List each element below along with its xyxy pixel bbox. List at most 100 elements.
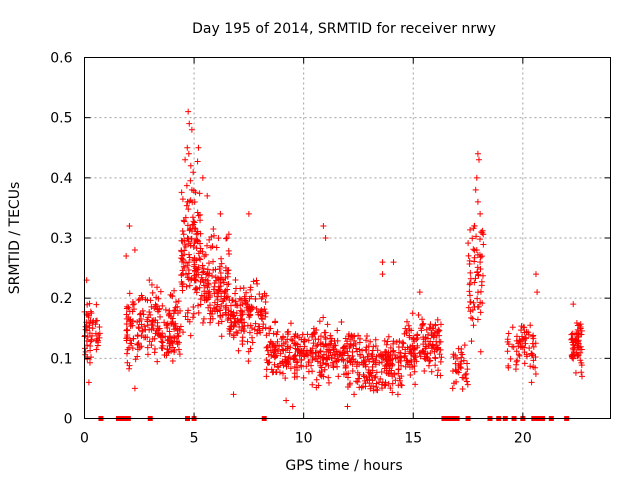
data-point — [430, 334, 437, 341]
data-point — [230, 391, 237, 398]
data-point — [578, 346, 585, 353]
data-point — [387, 385, 394, 392]
data-point — [470, 322, 477, 329]
data-point — [450, 351, 457, 358]
data-point — [151, 305, 158, 312]
data-point — [313, 343, 320, 350]
data-point — [184, 198, 191, 205]
data-point — [261, 306, 268, 313]
data-point — [124, 346, 131, 353]
data-point — [314, 358, 321, 365]
data-point — [131, 300, 138, 307]
data-point — [243, 289, 250, 296]
data-point — [401, 330, 408, 337]
data-point — [207, 307, 214, 314]
data-point — [243, 304, 250, 311]
data-point — [436, 351, 443, 358]
data-point — [453, 378, 460, 385]
data-point — [216, 286, 223, 293]
data-point — [325, 379, 332, 386]
data-point — [475, 272, 482, 279]
data-point — [245, 358, 252, 365]
data-point — [276, 343, 283, 350]
data-point — [151, 345, 158, 352]
data-point — [466, 292, 473, 299]
data-point — [435, 326, 442, 333]
data-point — [518, 327, 525, 334]
data-point — [129, 345, 136, 352]
data-point — [378, 359, 385, 366]
data-point — [294, 332, 301, 339]
data-point — [248, 293, 255, 300]
data-point — [381, 349, 388, 356]
data-point — [513, 333, 520, 340]
data-point — [189, 314, 196, 321]
data-point — [123, 253, 130, 260]
data-point — [574, 326, 581, 333]
data-point — [367, 338, 374, 345]
data-point — [256, 291, 263, 298]
data-point — [93, 346, 100, 353]
data-point — [179, 227, 186, 234]
data-point — [383, 362, 390, 369]
data-point — [409, 310, 416, 317]
data-point — [233, 285, 240, 292]
data-point — [169, 293, 176, 300]
data-point — [241, 319, 248, 326]
data-point — [288, 336, 295, 343]
data-point — [206, 292, 213, 299]
data-point — [239, 341, 246, 348]
data-point — [461, 342, 468, 349]
data-point — [477, 210, 484, 217]
data-point — [207, 315, 214, 322]
data-point — [191, 274, 198, 281]
data-point — [507, 355, 514, 362]
data-point — [230, 323, 237, 330]
y-axis-label: SRMTID / TECUs — [7, 182, 23, 295]
data-point — [291, 340, 298, 347]
data-point — [218, 302, 225, 309]
data-point — [478, 228, 485, 235]
data-point — [356, 361, 363, 368]
data-point — [349, 367, 356, 374]
data-point — [334, 327, 341, 334]
data-point — [462, 375, 469, 382]
data-point — [364, 332, 371, 339]
data-point — [419, 347, 426, 354]
data-point — [156, 325, 163, 332]
data-point — [372, 357, 379, 364]
data-point — [438, 354, 445, 361]
data-point — [316, 348, 323, 355]
data-point — [124, 359, 131, 366]
data-point — [426, 357, 433, 364]
data-point — [126, 222, 133, 229]
data-point — [369, 347, 376, 354]
data-point — [190, 218, 197, 225]
data-point — [180, 329, 187, 336]
data-point — [177, 323, 184, 330]
data-point — [90, 317, 97, 324]
data-point — [575, 340, 582, 347]
data-point — [267, 347, 274, 354]
data-point — [521, 360, 528, 367]
data-point — [472, 186, 479, 193]
data-point — [218, 333, 225, 340]
data-point — [373, 386, 380, 393]
data-point — [341, 350, 348, 357]
data-point — [414, 332, 421, 339]
data-point — [357, 352, 364, 359]
data-point — [420, 341, 427, 348]
data-point — [578, 359, 585, 366]
data-point — [387, 344, 394, 351]
data-point — [281, 358, 288, 365]
data-point — [180, 263, 187, 270]
data-point — [428, 368, 435, 375]
data-point — [195, 302, 202, 309]
data-point — [136, 296, 143, 303]
data-point — [175, 332, 182, 339]
data-point — [477, 299, 484, 306]
data-point — [429, 345, 436, 352]
data-point — [265, 351, 272, 358]
data-point — [232, 290, 239, 297]
